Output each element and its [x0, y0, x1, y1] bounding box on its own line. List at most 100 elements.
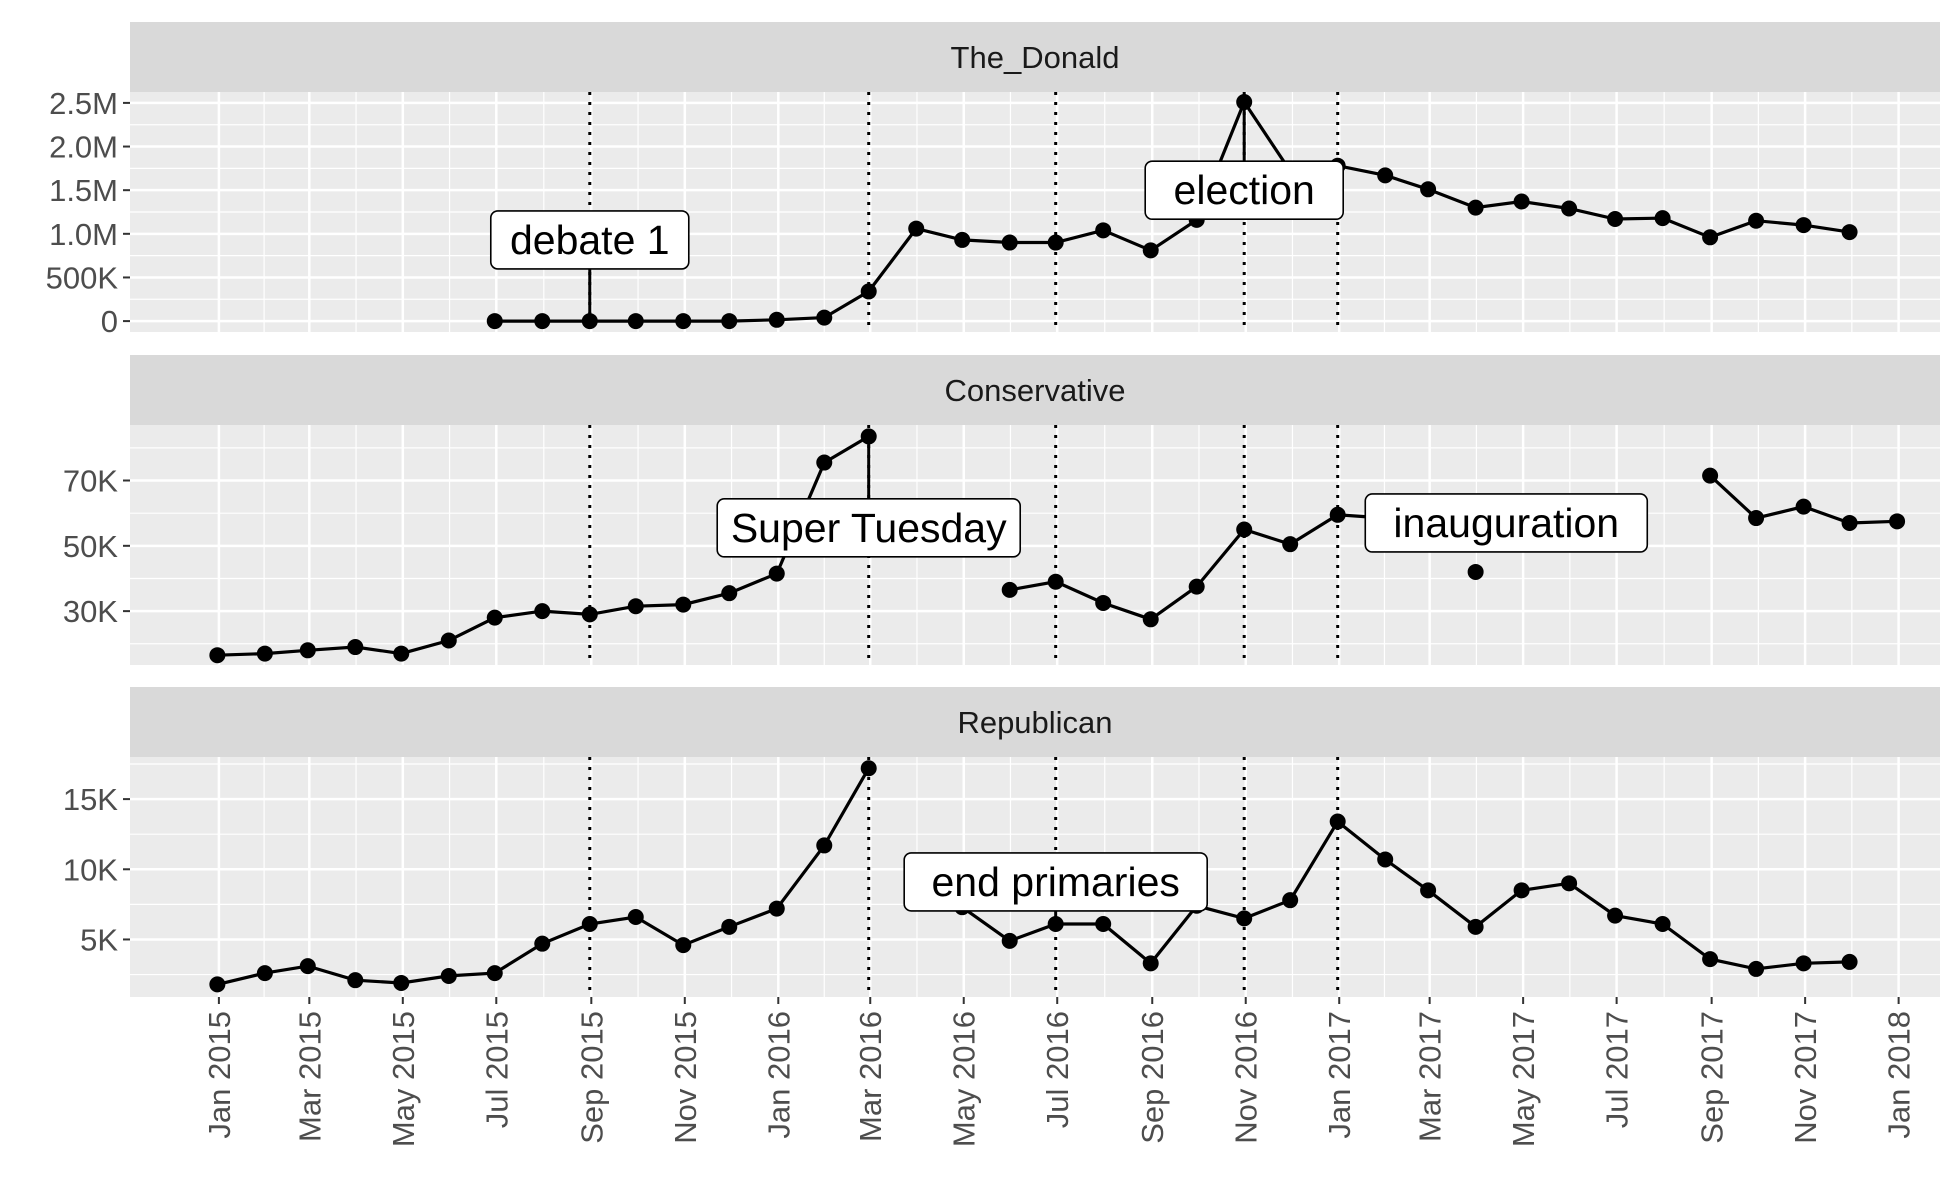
x-tick-label: Sep 2016	[1135, 1011, 1170, 1144]
data-point	[209, 647, 226, 664]
data-point	[1142, 955, 1159, 972]
data-point	[627, 313, 644, 330]
panel-republican: Republican 5K 10K 15K end primaries	[63, 687, 1940, 997]
data-point	[1748, 510, 1765, 527]
data-point	[1095, 594, 1112, 611]
data-point	[347, 639, 364, 656]
annotation-box	[1144, 160, 1344, 220]
x-tick-label: Mar 2015	[292, 1011, 327, 1142]
data-point	[486, 609, 503, 626]
data-point	[675, 313, 692, 330]
data-point	[209, 976, 226, 993]
y-tick-label: 1.0M	[49, 217, 118, 252]
data-point	[1748, 960, 1765, 977]
annotation-label: debate 1	[510, 217, 670, 263]
data-point	[1142, 611, 1159, 628]
data-point	[256, 965, 273, 982]
annotation-label: election	[1174, 167, 1315, 213]
data-point	[816, 309, 833, 326]
x-tick-label: Mar 2016	[853, 1011, 888, 1142]
y-tick-label: 2.5M	[49, 86, 118, 121]
data-point	[1702, 229, 1719, 246]
data-point	[534, 313, 551, 330]
data-point	[1377, 851, 1394, 868]
data-point	[721, 918, 738, 935]
data-point	[816, 454, 833, 471]
data-point	[768, 565, 785, 582]
data-point	[1095, 916, 1112, 933]
strip-background	[130, 355, 1940, 425]
strip-label: The_Donald	[951, 40, 1120, 75]
data-point	[299, 958, 316, 975]
data-point	[1841, 224, 1858, 241]
data-point	[1001, 932, 1018, 949]
y-tick-label: 2.0M	[49, 130, 118, 165]
strip-background	[130, 687, 1940, 757]
x-tick-label: Sep 2015	[574, 1011, 609, 1144]
data-point	[816, 837, 833, 854]
data-point	[1702, 467, 1719, 484]
y-tick-label: 70K	[63, 464, 118, 499]
data-point	[581, 606, 598, 623]
data-point	[1236, 521, 1253, 538]
x-tick-label: Mar 2017	[1413, 1011, 1448, 1142]
data-point	[1607, 907, 1624, 924]
data-point	[1047, 234, 1064, 251]
data-point	[1467, 563, 1484, 580]
panel-the-donald: The_Donald 0 500K 1.0M 1.5M 2.0M 2.5M debate 1 e…	[46, 22, 1940, 339]
y-tick-label: 15K	[63, 782, 118, 817]
x-tick-label: May 2015	[386, 1011, 421, 1147]
data-point	[347, 972, 364, 989]
data-point	[440, 632, 457, 649]
data-point	[1795, 217, 1812, 234]
data-point	[256, 645, 273, 662]
data-point	[1748, 212, 1765, 229]
annotation-label: end primaries	[931, 859, 1179, 905]
annotation-box	[903, 852, 1208, 912]
data-point	[1047, 573, 1064, 590]
data-point	[1282, 892, 1299, 909]
data-point	[486, 965, 503, 982]
data-point	[1841, 953, 1858, 970]
strip-background	[130, 22, 1940, 92]
x-tick-label: Nov 2017	[1788, 1011, 1823, 1144]
annotation-box	[489, 210, 690, 270]
data-point	[860, 283, 877, 300]
x-tick-label: Jan 2016	[761, 1011, 796, 1139]
data-point	[440, 967, 457, 984]
y-tick-label: 1.5M	[49, 173, 118, 208]
data-point	[675, 596, 692, 613]
data-point	[1702, 951, 1719, 968]
data-point	[1795, 498, 1812, 515]
data-point	[1236, 910, 1253, 927]
data-point	[721, 585, 738, 602]
data-point	[627, 909, 644, 925]
data-point	[1561, 200, 1578, 217]
data-point	[393, 974, 410, 991]
data-point	[954, 231, 971, 248]
x-tick-label: Jul 2017	[1600, 1011, 1635, 1128]
data-point	[581, 916, 598, 933]
x-tick-label: Jul 2016	[1040, 1011, 1075, 1128]
data-point	[627, 598, 644, 615]
data-point	[1329, 506, 1346, 523]
annotation-label: inauguration	[1393, 500, 1619, 546]
data-point	[534, 935, 551, 952]
x-axis: Jan 2015 Mar 2015 May 2015 Jul 2015 Sep 2015…	[202, 997, 1917, 1147]
data-point	[393, 645, 410, 662]
y-tick-label: 10K	[63, 852, 118, 887]
x-tick-label: May 2016	[947, 1011, 982, 1147]
data-point	[860, 760, 877, 777]
strip-label: Republican	[957, 705, 1112, 740]
y-tick-label: 30K	[63, 594, 118, 629]
data-point	[1795, 955, 1812, 972]
data-point	[908, 220, 925, 237]
data-point	[1467, 918, 1484, 935]
y-tick-label: 0	[101, 304, 118, 339]
x-tick-label: Jul 2015	[479, 1011, 514, 1128]
y-tick-label: 5K	[80, 922, 118, 957]
data-point	[1377, 167, 1394, 184]
y-tick-label: 500K	[46, 260, 119, 295]
panel-conservative: Conservative 30K 50K 70K Super Tuesday inaugu…	[63, 355, 1940, 665]
data-point	[1188, 578, 1205, 595]
